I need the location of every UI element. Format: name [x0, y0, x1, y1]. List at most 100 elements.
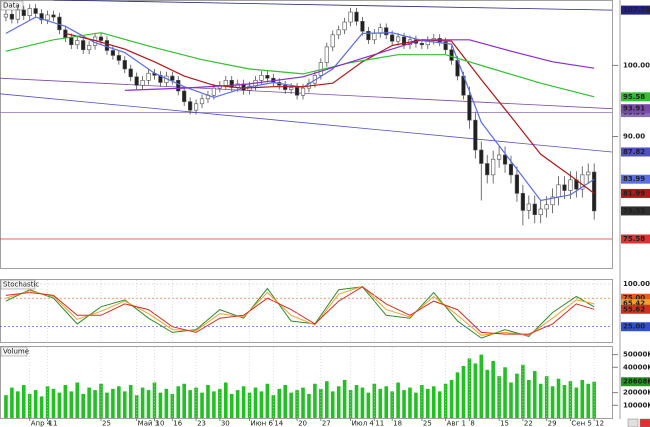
axis-tag: [621, 299, 650, 309]
volume-bar: [111, 388, 115, 418]
stochastic-panel: [0, 279, 613, 343]
x-tick-label: Июн 6: [251, 420, 274, 427]
candle-body: [128, 68, 133, 78]
x-tick-label: 25: [102, 420, 111, 427]
volume-bar: [57, 392, 62, 418]
volume-bar: [289, 392, 293, 418]
volume-bar: [105, 392, 109, 418]
volume-bar: [27, 393, 32, 418]
axis-tag-label: 55.62: [623, 305, 645, 313]
candle-body: [98, 36, 104, 41]
trendline: [0, 93, 613, 153]
axis-tag-label: 10000K: [623, 401, 650, 409]
volume-bar: [99, 383, 103, 418]
candle-body: [580, 174, 585, 190]
candle-body: [562, 184, 567, 191]
volume-bar: [212, 391, 216, 418]
volume-bar: [562, 385, 567, 418]
moving-average: [65, 32, 595, 194]
candle-body: [39, 13, 44, 21]
volume-bar: [426, 388, 430, 418]
x-tick-label: 8: [470, 420, 474, 427]
x-tick-label: 11: [375, 420, 384, 427]
volume-bar: [592, 381, 596, 418]
x-tick-label: 20: [298, 420, 307, 427]
volume-bar: [521, 364, 525, 418]
candle-body: [354, 11, 359, 22]
candle-body: [449, 49, 454, 61]
candle-body: [199, 98, 205, 105]
volume-bar: [117, 386, 121, 418]
volume-bar: [69, 391, 74, 418]
candle-body: [360, 21, 365, 32]
candle-body: [508, 163, 514, 176]
axis-tag: [621, 234, 650, 244]
candle-body: [491, 158, 496, 176]
x-tick-label: Апр 4: [31, 420, 52, 427]
volume-bar: [134, 395, 139, 418]
volume-bar: [449, 379, 454, 418]
candle-body: [568, 179, 573, 191]
volume-bar: [414, 392, 418, 418]
axis-tag-label: 107.78: [623, 6, 650, 14]
volume-bar: [16, 391, 20, 418]
volume-bar: [568, 381, 573, 418]
candle-body: [526, 203, 531, 211]
volume-bar: [128, 385, 133, 418]
volume-bar: [265, 383, 270, 418]
volume-bar: [336, 386, 341, 418]
candle-body: [485, 163, 490, 176]
trendline: [53, 0, 613, 11]
volume-bar: [21, 385, 26, 418]
volume-bar: [51, 388, 56, 418]
axis-tag: [621, 293, 650, 303]
axis-tag-label: 65.42: [623, 300, 645, 308]
volume-bar: [87, 387, 91, 418]
volume-bar: [396, 382, 400, 418]
volume-bar: [176, 386, 181, 418]
volume-bar: [366, 392, 371, 418]
candle-body: [479, 149, 484, 164]
volume-bar: [200, 392, 204, 418]
volume-bar: [324, 381, 329, 418]
axis-tag-label: 25.00: [623, 323, 645, 331]
scroll-button[interactable]: [627, 418, 639, 427]
axis-tag: [621, 174, 650, 184]
volume-bar: [556, 378, 561, 418]
candle-body: [532, 203, 537, 215]
x-tick-label: Июл 4: [352, 420, 375, 427]
volume-bar: [283, 385, 288, 418]
x-tick-label: 10: [155, 420, 164, 427]
volume-panel: [0, 346, 613, 419]
moving-average: [5, 32, 595, 98]
axis-tag-label: 100.00: [623, 61, 650, 69]
volume-bar: [360, 387, 365, 418]
panel-title-box: [0, 346, 28, 357]
candle-body: [87, 45, 92, 51]
volume-bar: [259, 391, 264, 418]
volume-bar: [247, 392, 252, 418]
axis-tag-label: 100.00: [623, 280, 650, 288]
volume-bar: [431, 386, 436, 418]
close-button[interactable]: [639, 418, 650, 427]
volume-bar: [538, 383, 543, 418]
candle-body: [116, 55, 121, 61]
volume-bar: [509, 382, 513, 418]
volume-bar: [402, 390, 406, 418]
x-tick-label: 11: [49, 420, 58, 427]
candle-body: [75, 40, 80, 46]
volume-bar: [527, 379, 531, 418]
candle-body: [514, 174, 520, 194]
candle-body: [140, 80, 145, 86]
x-tick-label: 27: [322, 420, 331, 427]
candle-body: [294, 87, 300, 96]
candle-body: [170, 75, 175, 81]
volume-bar: [164, 388, 169, 418]
x-tick-label: Май 3: [138, 420, 160, 427]
volume-bar: [497, 376, 501, 418]
x-tick-label: 18: [393, 420, 402, 427]
volume-bar: [81, 393, 85, 418]
volume-bar: [140, 387, 145, 418]
axis-tag: [621, 377, 650, 387]
candle-body: [384, 27, 389, 36]
